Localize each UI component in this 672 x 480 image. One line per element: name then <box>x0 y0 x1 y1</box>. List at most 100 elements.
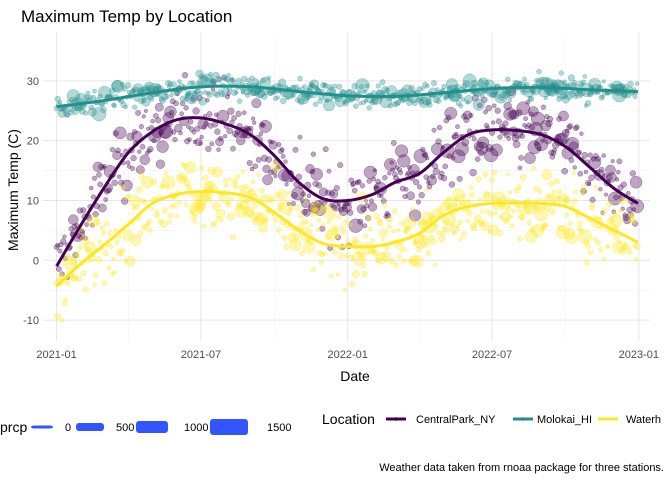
data-point <box>420 146 426 153</box>
data-point <box>631 207 637 212</box>
data-point <box>577 171 584 177</box>
data-point <box>479 93 485 99</box>
data-point <box>379 79 386 86</box>
data-point <box>163 171 169 176</box>
data-point <box>428 234 435 242</box>
data-point <box>476 102 483 109</box>
data-point <box>60 238 67 245</box>
data-point <box>77 106 83 112</box>
data-point <box>322 251 327 256</box>
data-point <box>410 206 416 211</box>
data-point <box>234 90 239 95</box>
data-point <box>135 165 145 175</box>
size-legend-dot <box>40 425 44 429</box>
data-point <box>382 174 388 181</box>
data-point <box>292 233 297 239</box>
data-point <box>436 230 441 235</box>
data-point <box>115 147 121 154</box>
data-point <box>580 184 587 191</box>
data-point <box>425 250 432 256</box>
data-point <box>611 211 619 218</box>
data-point <box>563 227 575 240</box>
data-point <box>255 156 262 163</box>
color-legend-dot <box>606 417 610 421</box>
data-point <box>366 105 372 111</box>
data-point <box>470 224 478 232</box>
color-legend-label: CentralPark_NY <box>416 414 496 426</box>
data-point <box>458 199 466 206</box>
data-point <box>444 106 458 120</box>
data-point <box>606 172 617 183</box>
data-point <box>397 170 404 176</box>
data-point <box>130 154 137 162</box>
data-point <box>474 156 481 163</box>
data-point <box>358 254 365 260</box>
data-point <box>595 239 601 246</box>
data-point <box>540 104 547 110</box>
y-tick-label: 10 <box>27 195 39 207</box>
x-axis-ticks: 2021-01 2021-07 2022-01 2022-07 2023-01 <box>36 349 659 361</box>
data-point <box>113 228 118 233</box>
data-point <box>141 114 146 119</box>
data-point <box>82 286 89 293</box>
data-point <box>368 202 378 212</box>
data-point <box>227 177 232 182</box>
data-point <box>592 236 598 242</box>
data-point <box>135 109 142 116</box>
data-point <box>210 87 216 92</box>
data-point <box>108 243 114 249</box>
data-point <box>633 242 641 250</box>
data-point <box>302 208 311 217</box>
data-point <box>183 105 189 111</box>
data-point <box>280 97 287 105</box>
data-point <box>160 220 168 229</box>
data-point <box>116 174 122 179</box>
data-point <box>351 270 360 279</box>
data-point <box>623 216 632 225</box>
data-point <box>595 156 602 162</box>
data-point <box>540 120 552 132</box>
data-point <box>396 166 403 173</box>
data-point <box>132 104 138 110</box>
data-point <box>425 156 430 161</box>
data-point <box>212 166 223 178</box>
y-axis-ticks: -10 0 10 20 30 <box>23 76 39 327</box>
data-point <box>610 159 615 164</box>
data-point <box>302 84 307 89</box>
data-point <box>517 235 523 242</box>
data-point <box>244 197 251 203</box>
data-point <box>199 134 204 140</box>
data-point <box>430 238 438 245</box>
data-point <box>606 201 613 208</box>
data-point <box>85 90 91 96</box>
data-point <box>212 71 220 79</box>
data-point <box>507 98 513 103</box>
data-point <box>61 300 68 307</box>
data-point <box>357 218 364 225</box>
data-point <box>356 179 362 184</box>
data-point <box>205 145 212 153</box>
data-point <box>115 250 123 257</box>
data-point <box>576 149 582 156</box>
data-point <box>483 147 499 163</box>
data-point <box>148 125 155 131</box>
data-point <box>558 70 564 76</box>
data-point <box>516 101 531 116</box>
data-point <box>76 207 84 214</box>
size-legend-label: 0 <box>65 422 71 434</box>
data-point <box>202 90 208 95</box>
data-point <box>172 136 178 143</box>
data-point <box>62 234 67 239</box>
data-point <box>564 128 570 134</box>
data-point <box>155 117 162 124</box>
data-point <box>70 274 78 282</box>
data-point <box>473 214 482 223</box>
data-point <box>469 168 477 177</box>
data-point <box>58 242 64 248</box>
data-point <box>601 256 607 262</box>
data-point <box>310 168 323 181</box>
data-point <box>466 198 471 204</box>
data-point <box>326 168 332 174</box>
data-point <box>333 225 339 230</box>
data-point <box>317 98 323 104</box>
